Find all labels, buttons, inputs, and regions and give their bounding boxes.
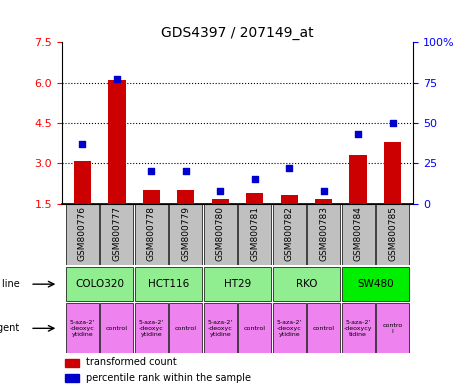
Bar (142, 190, 160, 204)
FancyBboxPatch shape (342, 267, 409, 301)
Bar (108, 80, 125, 204)
Text: control: control (175, 326, 197, 331)
Text: GSM800777: GSM800777 (113, 206, 122, 261)
Text: 5-aza-2'
-deoxyc
ytidine: 5-aza-2' -deoxyc ytidine (70, 320, 95, 337)
FancyBboxPatch shape (376, 204, 409, 265)
FancyBboxPatch shape (135, 303, 168, 353)
Bar (212, 200, 229, 204)
Text: 5-aza-2'
-deoxyc
ytidine: 5-aza-2' -deoxyc ytidine (276, 320, 302, 337)
Title: GDS4397 / 207149_at: GDS4397 / 207149_at (161, 26, 314, 40)
Text: cell line: cell line (0, 279, 19, 289)
FancyBboxPatch shape (273, 267, 340, 301)
Point (148, 168, 155, 174)
Point (79, 141, 86, 147)
Text: HT29: HT29 (224, 279, 251, 289)
FancyBboxPatch shape (169, 204, 202, 265)
Text: GSM800776: GSM800776 (78, 206, 87, 261)
Text: HCT116: HCT116 (148, 279, 189, 289)
Text: percentile rank within the sample: percentile rank within the sample (86, 373, 251, 383)
Bar (246, 193, 263, 204)
Bar (350, 155, 367, 204)
Text: contro
l: contro l (382, 323, 403, 334)
Text: GSM800778: GSM800778 (147, 206, 156, 261)
Point (251, 176, 258, 182)
FancyBboxPatch shape (376, 303, 409, 353)
FancyBboxPatch shape (238, 204, 271, 265)
Point (113, 76, 121, 83)
Text: RKO: RKO (295, 279, 317, 289)
Bar (315, 200, 332, 204)
Point (182, 168, 190, 174)
FancyBboxPatch shape (204, 303, 237, 353)
Bar (177, 190, 194, 204)
FancyBboxPatch shape (135, 204, 168, 265)
Text: 5-aza-2'
-deoxyc
ytidine: 5-aza-2' -deoxyc ytidine (208, 320, 233, 337)
Bar (384, 142, 401, 204)
Bar (74, 161, 91, 204)
FancyBboxPatch shape (342, 204, 375, 265)
FancyBboxPatch shape (66, 303, 99, 353)
FancyBboxPatch shape (66, 267, 133, 301)
Point (217, 187, 224, 194)
Text: control: control (313, 326, 335, 331)
Text: control: control (106, 326, 128, 331)
Text: GSM800784: GSM800784 (353, 206, 362, 261)
FancyBboxPatch shape (238, 303, 271, 353)
Bar (281, 195, 298, 204)
Point (354, 131, 362, 137)
Point (389, 120, 396, 126)
Bar (65, 374, 79, 382)
Bar (65, 359, 79, 367)
Text: transformed count: transformed count (86, 358, 177, 367)
Text: 5-aza-2'
-deoxycy
tidine: 5-aza-2' -deoxycy tidine (344, 320, 372, 337)
FancyBboxPatch shape (307, 303, 340, 353)
Point (285, 165, 293, 171)
FancyBboxPatch shape (204, 204, 237, 265)
FancyBboxPatch shape (273, 204, 306, 265)
FancyBboxPatch shape (204, 267, 271, 301)
Text: GSM800782: GSM800782 (285, 206, 294, 261)
FancyBboxPatch shape (342, 303, 375, 353)
Text: control: control (244, 326, 266, 331)
Text: GSM800779: GSM800779 (181, 206, 190, 261)
FancyBboxPatch shape (100, 303, 133, 353)
FancyBboxPatch shape (135, 267, 202, 301)
Text: 5-aza-2'
-deoxyc
ytidine: 5-aza-2' -deoxyc ytidine (139, 320, 164, 337)
Point (320, 187, 327, 194)
FancyBboxPatch shape (66, 204, 99, 265)
FancyBboxPatch shape (169, 303, 202, 353)
Text: GSM800783: GSM800783 (319, 206, 328, 261)
FancyBboxPatch shape (100, 204, 133, 265)
Text: COLO320: COLO320 (75, 279, 124, 289)
FancyBboxPatch shape (273, 303, 306, 353)
Text: SW480: SW480 (357, 279, 394, 289)
Text: GSM800780: GSM800780 (216, 206, 225, 261)
FancyBboxPatch shape (307, 204, 340, 265)
Text: agent: agent (0, 323, 19, 333)
Text: GSM800785: GSM800785 (388, 206, 397, 261)
Text: GSM800781: GSM800781 (250, 206, 259, 261)
